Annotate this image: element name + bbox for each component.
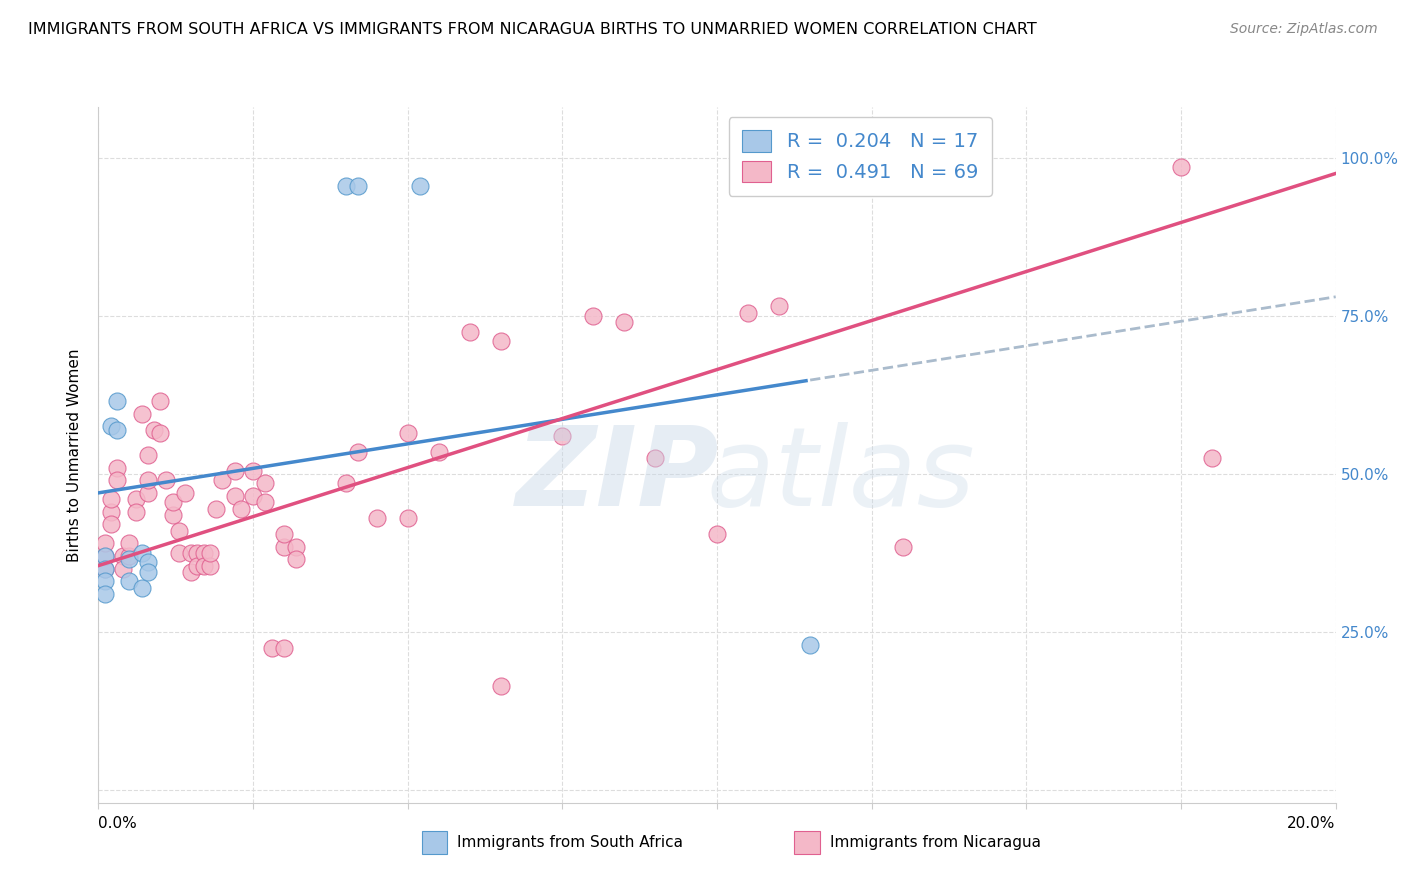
Point [93,562,115,576]
Legend: R =  0.204   N = 17, R =  0.491   N = 69: R = 0.204 N = 17, R = 0.491 N = 69 [728,117,991,196]
Point [180,546,202,560]
Point [285,552,308,566]
Point [162,508,184,522]
Point [112,549,135,563]
Point [131,581,153,595]
Point [131,407,153,421]
Point [105,423,128,437]
Point [100,492,122,507]
Point [891,540,914,554]
Point [155,473,177,487]
Point [93,536,115,550]
Point [100,505,122,519]
Point [273,540,295,554]
Point [335,179,357,194]
Point [799,638,821,652]
Point [93,549,115,563]
Point [737,305,759,319]
Point [489,334,512,348]
Point [193,558,215,573]
Point [409,179,432,194]
Point [93,574,115,589]
Point [205,501,228,516]
Point [136,486,159,500]
Point [335,476,357,491]
Text: 0.0%: 0.0% [98,816,138,831]
Point [706,527,728,541]
Point [193,546,215,560]
Point [229,501,252,516]
Point [260,640,283,655]
Point [174,486,197,500]
Text: Source: ZipAtlas.com: Source: ZipAtlas.com [1230,22,1378,37]
Point [167,524,190,538]
Point [112,562,135,576]
Point [254,476,277,491]
Point [458,325,481,339]
Point [489,679,512,693]
Point [118,536,141,550]
Point [143,423,166,437]
Point [347,444,370,458]
Point [136,565,159,579]
Point [273,527,295,541]
Point [211,473,233,487]
Point [93,549,115,563]
Point [242,464,264,478]
Point [131,546,153,560]
Point [427,444,450,458]
Y-axis label: Births to Unmarried Women: Births to Unmarried Women [66,348,82,562]
Point [224,464,246,478]
Point [124,505,146,519]
Point [396,511,419,525]
Point [100,419,122,434]
Point [136,448,159,462]
Point [551,429,574,443]
Point [613,315,636,329]
Point [118,574,141,589]
Point [124,492,146,507]
Text: Immigrants from South Africa: Immigrants from South Africa [457,835,683,849]
Point [105,473,128,487]
Point [162,495,184,509]
Point [582,309,605,323]
Point [347,179,370,194]
Point [1170,160,1192,174]
Point [186,546,208,560]
Point [105,460,128,475]
Point [149,425,172,440]
Point [644,451,666,466]
Point [118,549,141,563]
Point [186,558,208,573]
Point [198,546,221,560]
Point [93,587,115,601]
Text: ZIP: ZIP [516,422,720,529]
Point [100,517,122,532]
Point [167,546,190,560]
Text: IMMIGRANTS FROM SOUTH AFRICA VS IMMIGRANTS FROM NICARAGUA BIRTHS TO UNMARRIED WO: IMMIGRANTS FROM SOUTH AFRICA VS IMMIGRAN… [28,22,1036,37]
Text: Immigrants from Nicaragua: Immigrants from Nicaragua [830,835,1040,849]
Point [136,556,159,570]
Point [1201,451,1223,466]
Point [285,540,308,554]
Point [136,473,159,487]
Point [273,640,295,655]
Point [93,562,115,576]
Point [242,489,264,503]
Point [118,552,141,566]
Point [366,511,388,525]
Point [180,565,202,579]
Point [198,558,221,573]
Point [105,394,128,409]
Point [396,425,419,440]
Text: 20.0%: 20.0% [1288,816,1336,831]
Point [224,489,246,503]
Text: atlas: atlas [706,422,976,529]
Point [149,394,172,409]
Point [768,299,790,313]
Point [254,495,277,509]
